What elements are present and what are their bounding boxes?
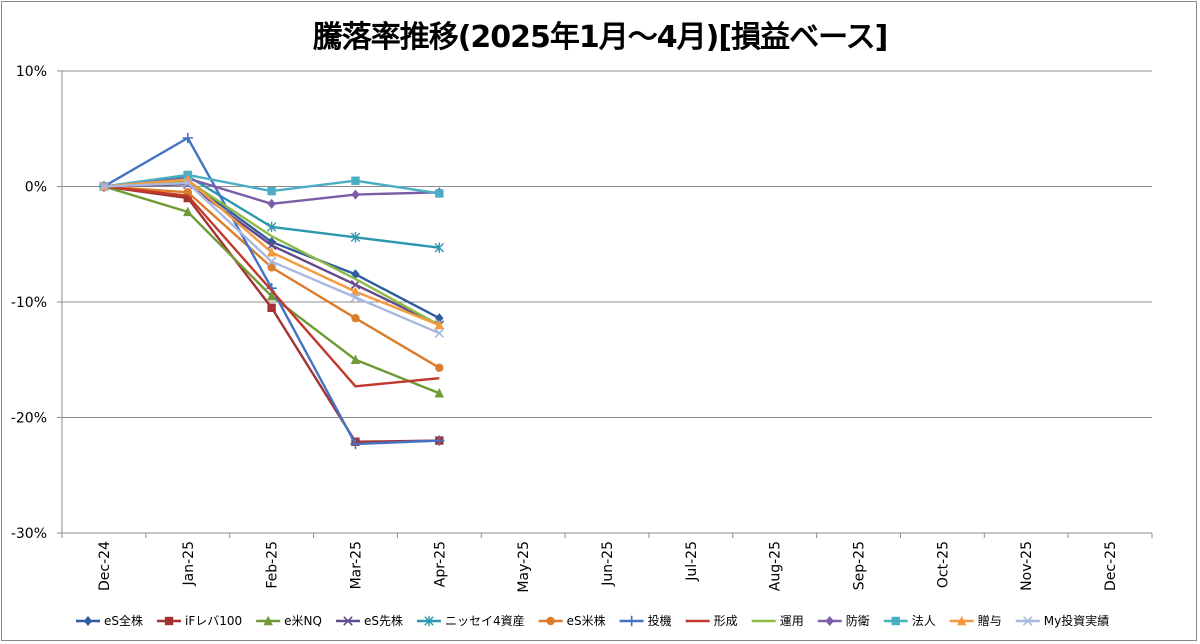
legend-label: eS米株 <box>567 613 606 628</box>
x-tick-label: Mar-25 <box>348 541 364 589</box>
data-point <box>351 313 360 323</box>
data-point <box>183 206 193 217</box>
legend-label: ニッセイ4資産 <box>445 613 525 628</box>
legend-label: 形成 <box>714 614 738 628</box>
legend-label: 防衛 <box>846 613 870 628</box>
data-point <box>350 292 361 303</box>
y-tick-label: 10% <box>16 64 47 80</box>
y-tick-label: 0% <box>25 180 47 196</box>
legend-marker <box>546 616 555 626</box>
legend-marker <box>1022 616 1033 626</box>
data-point <box>434 328 445 338</box>
x-tick-label: Sep-25 <box>852 541 868 590</box>
data-point <box>183 193 192 203</box>
data-point <box>350 354 361 364</box>
data-point <box>434 435 445 446</box>
x-tick-label: Dec-25 <box>1103 541 1119 591</box>
data-point <box>266 240 277 251</box>
legend-marker <box>263 615 273 626</box>
data-point <box>434 242 445 253</box>
data-point <box>99 181 109 192</box>
data-point <box>267 186 276 196</box>
data-point <box>434 319 445 330</box>
data-point <box>350 286 361 296</box>
x-tick-label: Dec-24 <box>97 541 113 591</box>
data-point <box>267 198 276 209</box>
data-point <box>351 176 360 185</box>
data-point <box>434 388 445 398</box>
series-line <box>103 185 440 388</box>
data-point <box>183 178 193 188</box>
y-tick-label: -30% <box>11 526 47 542</box>
data-point <box>350 232 361 243</box>
data-point <box>350 438 361 450</box>
legend-label: 運用 <box>780 614 804 628</box>
legend-marker <box>957 615 967 626</box>
legend-label: 法人 <box>912 614 936 628</box>
x-tick-label: Jan-25 <box>181 541 197 586</box>
legend-label: 贈与 <box>978 613 1002 628</box>
x-tick-label: May-25 <box>516 541 532 593</box>
data-point <box>267 263 276 272</box>
x-tick-label: Oct-25 <box>935 541 951 588</box>
legend-marker <box>424 615 434 627</box>
legend-marker <box>164 616 174 626</box>
legend-marker <box>83 616 93 626</box>
legend-label: eS全株 <box>104 613 143 628</box>
x-tick-label: Jun-25 <box>600 541 616 587</box>
x-tick-label: Apr-25 <box>432 541 448 587</box>
x-tick-label: Nov-25 <box>1019 541 1035 591</box>
legend-label: My投資実績 <box>1044 613 1109 628</box>
data-point <box>266 256 277 267</box>
data-point <box>351 189 360 200</box>
legend-label: 投機 <box>648 613 672 628</box>
y-tick-label: -10% <box>11 295 47 311</box>
data-point <box>435 313 444 324</box>
chart-title: 騰落率推移(2025年1月～4月)[損益ベース] <box>312 20 889 55</box>
legend-label: e米NQ <box>284 614 322 628</box>
series-line <box>103 185 440 369</box>
data-point <box>435 363 444 373</box>
x-tick-label: Jul-25 <box>684 541 700 582</box>
data-point <box>266 291 277 301</box>
data-point <box>266 247 277 257</box>
data-point <box>350 279 361 290</box>
legend-marker <box>626 615 637 627</box>
x-tick-label: Aug-25 <box>768 541 784 591</box>
legend-label: eS先株 <box>364 613 403 628</box>
legend-label: iFレバ100 <box>185 614 242 628</box>
data-point <box>266 221 277 233</box>
legend-marker <box>891 616 900 626</box>
data-point <box>267 303 276 312</box>
data-point <box>435 189 444 198</box>
data-point <box>182 132 193 144</box>
legend-marker <box>825 616 834 626</box>
y-tick-label: -20% <box>11 411 47 427</box>
x-tick-label: Feb-25 <box>265 541 281 589</box>
legend-marker <box>343 616 353 626</box>
